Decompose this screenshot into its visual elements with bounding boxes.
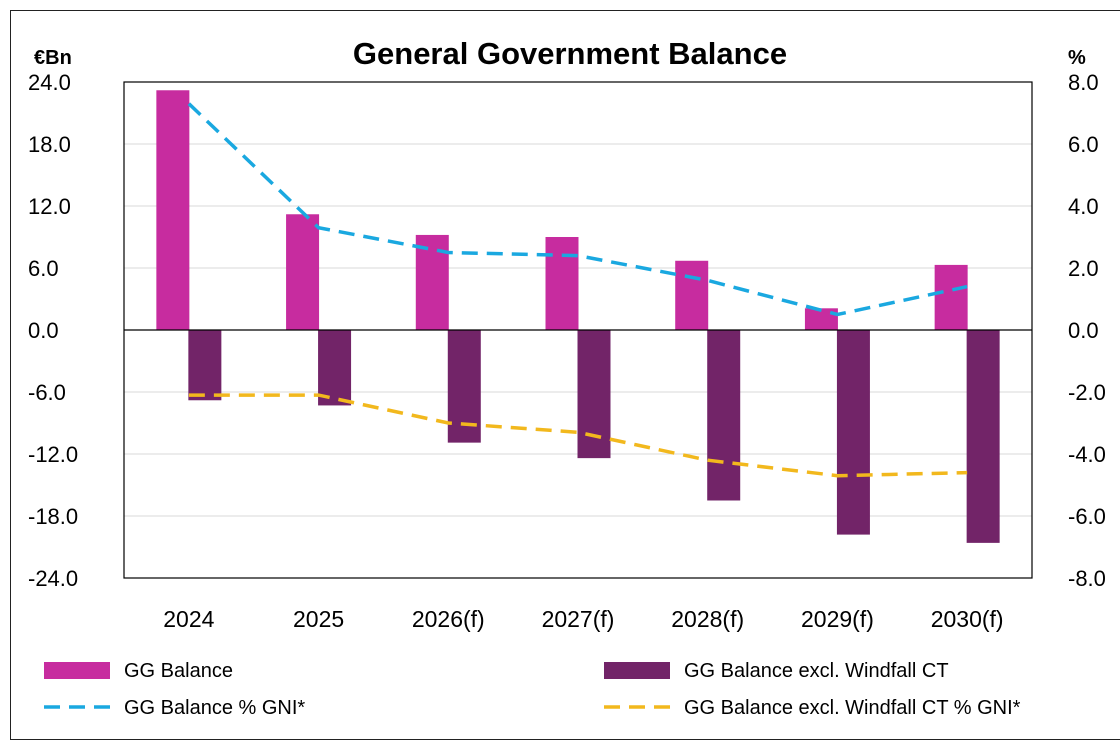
legend-swatch	[604, 662, 670, 679]
legend-label: GG Balance	[124, 660, 233, 682]
x-tick-label: 2028(f)	[671, 606, 744, 632]
chart-title: General Government Balance	[353, 36, 787, 71]
right-axis-unit: %	[1068, 47, 1086, 69]
left-tick-label: 24.0	[28, 70, 71, 95]
bar-gg-balance-excl-windfall	[966, 330, 1000, 543]
legend: GG Balance GG Balance excl. Windfall CT GG…	[44, 660, 1021, 719]
right-tick-label: -8.0	[1068, 566, 1106, 591]
bar-gg-balance	[675, 260, 709, 330]
left-axis-unit: €Bn	[34, 47, 72, 69]
right-tick-label: 6.0	[1068, 132, 1099, 157]
x-tick-label: 2027(f)	[542, 606, 615, 632]
axes-layer: 24.0 18.0 12.0 6.0 0.0 -6.0 -12.0 -18.0 -24.0 8.0…	[28, 70, 1106, 632]
right-tick-label: -6.0	[1068, 504, 1106, 529]
legend-label: GG Balance % GNI*	[124, 697, 305, 719]
x-tick-label: 2026(f)	[412, 606, 485, 632]
bar-gg-balance	[545, 237, 579, 330]
legend-label: GG Balance excl. Windfall CT	[684, 660, 949, 682]
chart-svg: General Government Balance €Bn % 24.0 18.…	[28, 36, 1106, 719]
right-tick-label: -2.0	[1068, 380, 1106, 405]
bar-gg-balance-excl-windfall	[707, 330, 741, 501]
legend-label: GG Balance excl. Windfall CT % GNI*	[684, 697, 1021, 719]
bar-gg-balance	[286, 214, 320, 330]
legend-gg-balance: GG Balance	[44, 660, 233, 682]
line-gg-balance-pct-gni	[187, 102, 968, 317]
left-tick-label: -6.0	[28, 380, 66, 405]
legend-swatch	[44, 662, 110, 679]
bar-gg-balance-excl-windfall	[577, 330, 611, 459]
left-tick-label: -12.0	[28, 442, 78, 467]
bar-gg-balance-excl-windfall	[188, 330, 222, 401]
right-tick-label: 2.0	[1068, 256, 1099, 281]
legend-gg-balance-excl-windfall-pct-gni: GG Balance excl. Windfall CT % GNI*	[604, 697, 1021, 719]
left-tick-label: -18.0	[28, 504, 78, 529]
line-gg-balance-excl-windfall-pct-gni	[188, 393, 968, 478]
bars-layer	[156, 90, 1000, 543]
x-tick-label: 2024	[163, 606, 214, 632]
right-tick-label: 8.0	[1068, 70, 1099, 95]
x-tick-label: 2025	[293, 606, 344, 632]
left-tick-label: 12.0	[28, 194, 71, 219]
bar-gg-balance	[415, 234, 449, 330]
right-tick-label: 0.0	[1068, 318, 1099, 343]
left-tick-label: 6.0	[28, 256, 59, 281]
legend-gg-balance-pct-gni: GG Balance % GNI*	[44, 697, 305, 719]
right-tick-label: 4.0	[1068, 194, 1099, 219]
bar-gg-balance	[156, 90, 190, 331]
lines-layer	[187, 102, 968, 478]
bar-gg-balance-excl-windfall	[318, 330, 352, 406]
left-tick-label: 18.0	[28, 132, 71, 157]
right-tick-label: -4.0	[1068, 442, 1106, 467]
x-tick-label: 2030(f)	[931, 606, 1004, 632]
bar-gg-balance	[934, 264, 968, 330]
bar-gg-balance	[804, 308, 838, 330]
x-tick-label: 2029(f)	[801, 606, 874, 632]
left-tick-label: -24.0	[28, 566, 78, 591]
left-tick-label: 0.0	[28, 318, 59, 343]
legend-gg-balance-excl-windfall: GG Balance excl. Windfall CT	[604, 660, 949, 682]
bar-gg-balance-excl-windfall	[836, 330, 870, 535]
